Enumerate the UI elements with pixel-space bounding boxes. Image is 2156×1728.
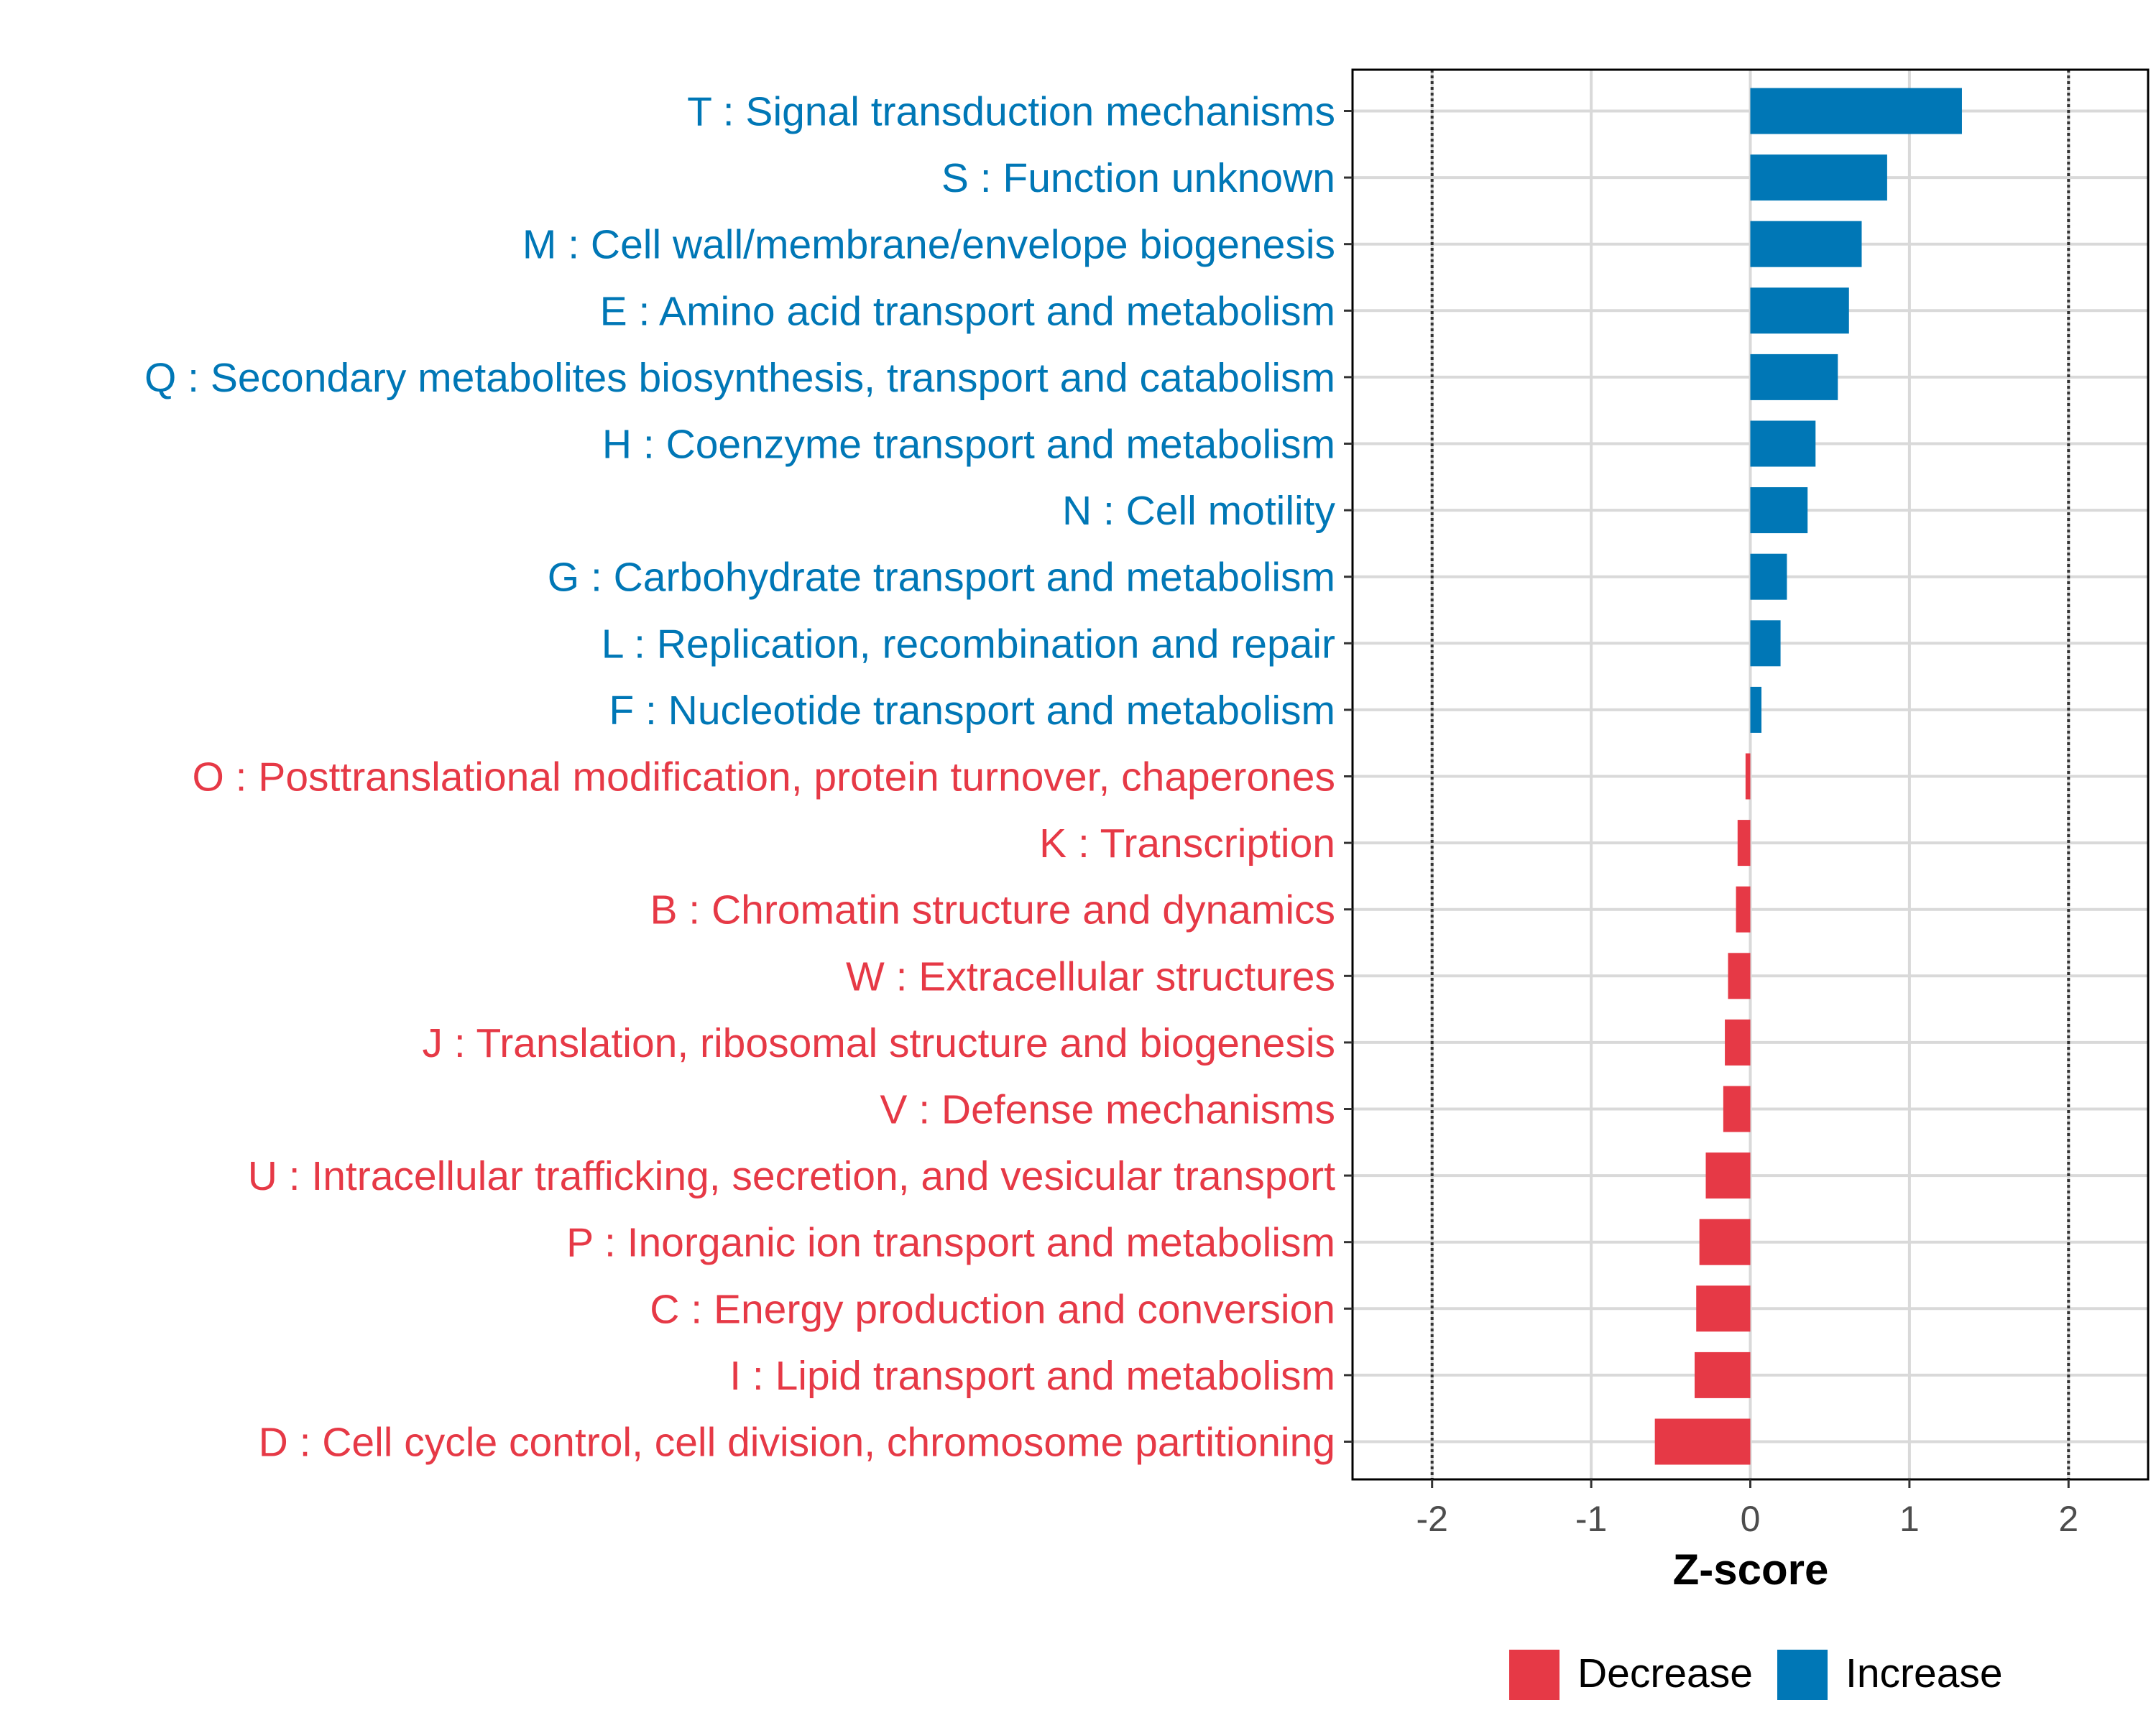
bar-0 <box>1750 88 1962 134</box>
category-label-0: T : Signal transduction mechanisms <box>687 89 1335 135</box>
category-label-17: P : Inorganic ion transport and metaboli… <box>566 1220 1335 1266</box>
x-axis-ticks: -2 -1 0 1 2 <box>1416 1479 2078 1539</box>
bar-6 <box>1750 487 1808 534</box>
bar-5 <box>1750 420 1816 467</box>
category-label-10: O : Posttranslational modification, prot… <box>192 754 1335 800</box>
category-label-6: N : Cell motility <box>1062 488 1336 534</box>
x-tick-label-1: -1 <box>1575 1499 1607 1539</box>
category-labels: T : Signal transduction mechanisms S : Fu… <box>144 89 1353 1466</box>
x-tick-label-4: 2 <box>2058 1499 2078 1539</box>
category-label-19: I : Lipid transport and metabolism <box>729 1353 1335 1399</box>
bar-19 <box>1695 1352 1751 1398</box>
bar-8 <box>1750 620 1781 667</box>
category-label-1: S : Function unknown <box>941 155 1335 201</box>
legend-key-decrease <box>1509 1650 1560 1700</box>
category-label-11: K : Transcription <box>1039 821 1335 867</box>
bar-9 <box>1750 686 1761 733</box>
bar-2 <box>1750 221 1862 267</box>
category-label-5: H : Coenzyme transport and metabolism <box>602 422 1335 468</box>
x-tick-label-3: 1 <box>1899 1499 1920 1539</box>
x-tick-label-2: 0 <box>1741 1499 1761 1539</box>
bar-13 <box>1728 953 1751 999</box>
category-label-12: B : Chromatin structure and dynamics <box>650 887 1335 933</box>
bar-16 <box>1705 1152 1751 1199</box>
bar-14 <box>1725 1019 1751 1066</box>
bar-20 <box>1654 1418 1751 1465</box>
legend-label-decrease: Decrease <box>1577 1650 1753 1696</box>
category-label-7: G : Carbohydrate transport and metabolis… <box>548 555 1335 601</box>
legend-key-increase <box>1777 1650 1828 1700</box>
category-label-3: E : Amino acid transport and metabolism <box>600 288 1335 334</box>
bar-1 <box>1750 154 1887 201</box>
category-label-13: W : Extracellular structures <box>846 953 1335 999</box>
category-label-15: V : Defense mechanisms <box>880 1087 1335 1133</box>
category-label-18: C : Energy production and conversion <box>650 1286 1335 1332</box>
bar-4 <box>1750 354 1838 400</box>
category-label-4: Q : Secondary metabolites biosynthesis, … <box>144 355 1335 401</box>
category-label-8: L : Replication, recombination and repai… <box>602 621 1335 667</box>
x-axis-title: Z-score <box>1673 1546 1829 1594</box>
legend-label-increase: Increase <box>1846 1650 2003 1696</box>
bar-7 <box>1750 553 1787 600</box>
bar-10 <box>1745 753 1751 800</box>
category-label-14: J : Translation, ribosomal structure and… <box>423 1020 1335 1066</box>
x-tick-label-0: -2 <box>1416 1499 1447 1539</box>
bar-18 <box>1696 1285 1751 1332</box>
category-label-20: D : Cell cycle control, cell division, c… <box>259 1420 1335 1466</box>
category-label-16: U : Intracellular trafficking, secretion… <box>248 1153 1335 1199</box>
category-label-2: M : Cell wall/membrane/envelope biogenes… <box>522 222 1335 268</box>
category-label-9: F : Nucleotide transport and metabolism <box>609 688 1335 734</box>
bars-layer <box>1654 88 1962 1465</box>
legend: Decrease Increase <box>1509 1650 2003 1700</box>
bar-12 <box>1736 886 1751 933</box>
bar-11 <box>1737 820 1751 867</box>
bar-3 <box>1750 287 1849 334</box>
bar-15 <box>1723 1086 1751 1132</box>
bar-17 <box>1699 1219 1751 1265</box>
